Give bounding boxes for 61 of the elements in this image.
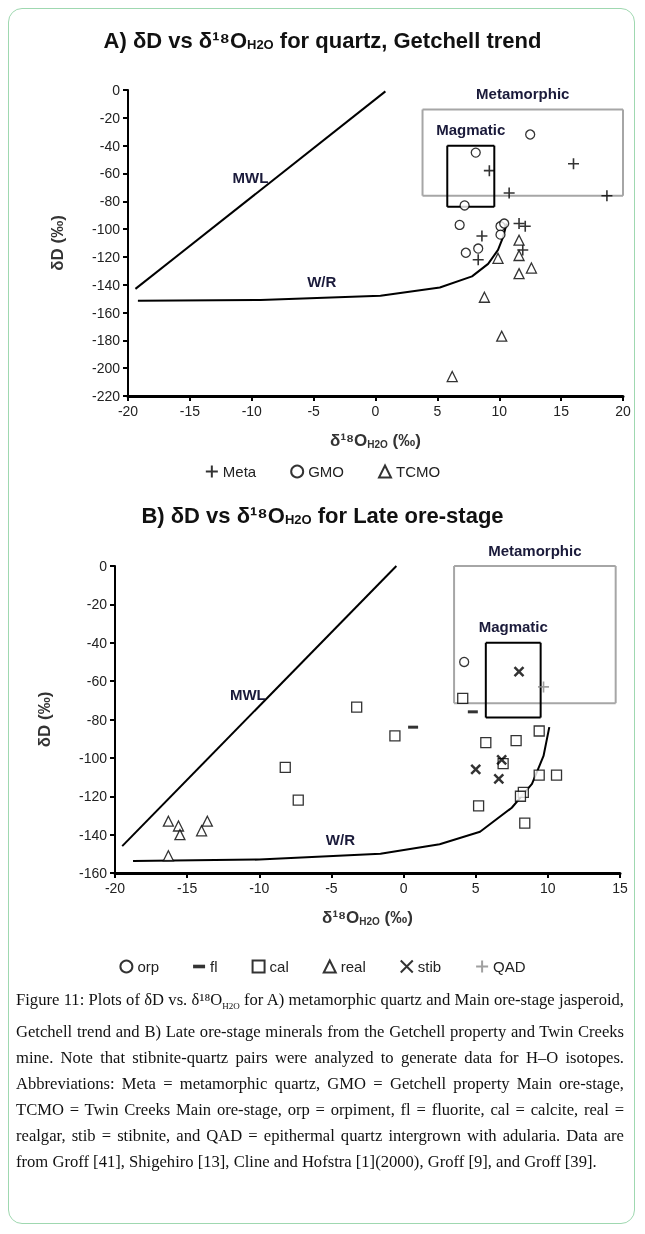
y-tick-label: -60: [86, 673, 108, 690]
text: Figure 11: Plots of δD vs. δ¹⁸O$_{H2O}$ for A) metamorphic quartz and Main ore-stage jasperoid, Getchell trend and B) Late ore-stage minerals from the Getchell property and Twin Creeks mine. Note that stibnite-quartz pairs were analyzed to generate data for H–O isotopes. Abbreviations: Meta = metamorphic quartz, GMO = Getchell property Main ore-stage, TCMO = Twin Creeks Main ore-stage, orp = orpiment, fl = fluorite, cal = calcite, real = realgar, stib = stibnite, and QAD = epithermal quartz intergrown with adularia. Data are from Groff [41], Shigehiro [13], Cline and Hofstra [1](2000), Groff [9], and Groff [39].: [16, 990, 624, 1172]
x-tick-label: -5: [325, 880, 338, 896]
y-tick-label: -160: [78, 865, 108, 881]
series-label: MWL: [232, 169, 269, 187]
series-label: MWL: [229, 686, 266, 704]
legend-label: stib: [417, 958, 442, 975]
legend-label: Meta: [222, 463, 257, 480]
y-tick-label: -200: [91, 360, 121, 377]
x-tick-label: -10: [241, 403, 263, 419]
y-tick-label: -80: [86, 711, 108, 728]
y-tick-label: -180: [91, 332, 121, 349]
series-label: W/R: [325, 831, 356, 849]
x-tick-label: 0: [371, 403, 380, 419]
x-tick-label: 5: [433, 403, 442, 419]
y-tick-label: -220: [91, 388, 121, 404]
x-tick-label: 5: [471, 880, 480, 896]
x-tick-label: 15: [553, 403, 570, 419]
y-tick-label: -20: [86, 596, 108, 613]
y-axis-title: δD (‰): [48, 215, 67, 271]
series-label: Metamorphic: [488, 541, 582, 559]
legend-label: TCMO: [396, 463, 441, 480]
legend-label: QAD: [493, 958, 526, 975]
legend-label: GMO: [308, 463, 345, 480]
y-tick-label: -120: [78, 788, 108, 805]
legend-label: orp: [137, 958, 160, 975]
x-tick-label: 20: [615, 403, 631, 419]
series-label: Magmatic: [478, 618, 548, 636]
x-tick-label: 15: [612, 880, 628, 896]
x-axis-title: δ¹⁸OH2O (‰): [330, 431, 421, 450]
legend-label: real: [340, 958, 366, 975]
series-label: W/R: [307, 273, 337, 291]
chart-title: A) δD vs δ¹⁸OH2O for quartz, Getchell trend: [103, 27, 542, 53]
series-label: Magmatic: [436, 121, 506, 139]
y-tick-label: 0: [112, 82, 121, 98]
x-tick-label: -5: [307, 403, 321, 419]
y-tick-label: -100: [78, 749, 108, 766]
y-tick-label: -40: [99, 137, 121, 154]
y-tick-label: -80: [99, 193, 121, 210]
legend-label: cal: [269, 958, 289, 975]
x-tick-label: -15: [179, 403, 201, 419]
x-tick-label: 10: [540, 880, 556, 896]
y-tick-label: -140: [91, 276, 121, 293]
y-tick-label: 0: [99, 558, 108, 574]
y-axis-title: δD (‰): [35, 691, 54, 748]
y-tick-label: -40: [86, 634, 108, 651]
y-tick-label: -160: [91, 304, 121, 321]
x-tick-label: -10: [249, 880, 270, 896]
y-tick-label: -140: [78, 826, 108, 843]
x-axis-title: δ¹⁸OH2O (‰): [322, 908, 413, 927]
chart-title: B) δD vs δ¹⁸OH2O for Late ore-stage: [141, 502, 504, 528]
x-tick-label: -20: [117, 403, 139, 419]
legend-label: fl: [210, 958, 218, 975]
y-tick-label: -20: [99, 109, 121, 126]
series-label: Metamorphic: [476, 84, 570, 102]
x-tick-label: 10: [491, 403, 508, 419]
y-tick-label: -60: [99, 165, 121, 182]
y-tick-label: -100: [91, 221, 121, 238]
y-tick-label: -120: [91, 248, 121, 265]
x-tick-label: 0: [399, 880, 408, 896]
x-tick-label: -15: [177, 880, 198, 896]
